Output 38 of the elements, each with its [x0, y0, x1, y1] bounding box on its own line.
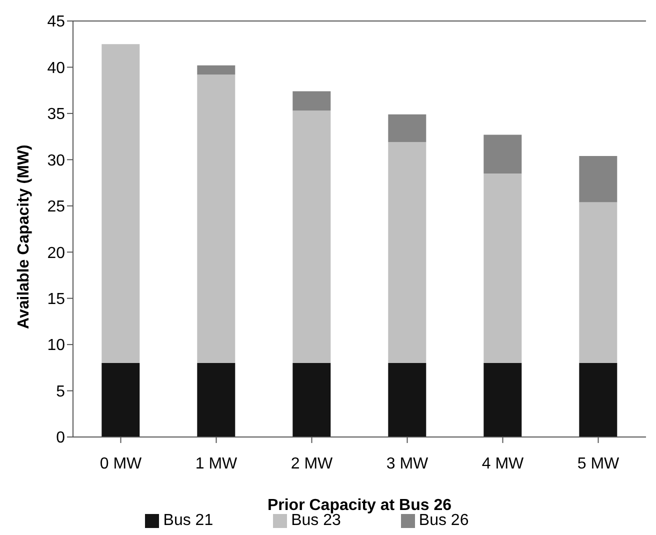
- bar: [484, 174, 522, 364]
- bar: [197, 65, 236, 75]
- bar: [579, 202, 618, 364]
- bar: [388, 363, 426, 437]
- bar: [484, 363, 522, 437]
- x-tick-label: 1 MW: [195, 455, 238, 472]
- x-tick-label: 5 MW: [577, 455, 620, 472]
- bar: [102, 363, 140, 437]
- bar: [579, 156, 618, 202]
- y-tick-label: 20: [47, 244, 66, 262]
- x-tick-label: 2 MW: [290, 455, 334, 472]
- y-tick-label: 0: [56, 430, 66, 447]
- y-tick-label: 15: [47, 291, 66, 308]
- y-tick-label: 45: [47, 14, 66, 31]
- bar: [292, 363, 331, 437]
- bar: [102, 44, 140, 364]
- legend-label: Bus 26: [418, 512, 469, 529]
- bar: [388, 142, 426, 364]
- bar: [292, 110, 331, 364]
- x-tick-label: 4 MW: [482, 455, 525, 472]
- bar: [388, 114, 426, 142]
- bar: [197, 363, 236, 437]
- bar: [197, 74, 236, 364]
- y-tick-label: 10: [47, 337, 66, 354]
- y-tick-label: 30: [47, 152, 66, 170]
- legend-label: Bus 23: [291, 512, 341, 529]
- x-axis-title: Prior Capacity at Bus 26: [267, 497, 452, 514]
- bar: [484, 134, 522, 174]
- y-axis-title: Available Capacity (MW): [16, 144, 33, 329]
- bar: [579, 363, 618, 437]
- y-tick-label: 35: [47, 106, 66, 124]
- x-tick-label: 3 MW: [386, 455, 430, 472]
- y-tick-label: 40: [47, 60, 66, 77]
- legend-label: Bus 21: [163, 512, 214, 529]
- x-tick-label: 0 MW: [100, 455, 143, 472]
- y-tick-label: 5: [56, 383, 66, 400]
- bar: [292, 91, 331, 111]
- y-tick-label: 25: [47, 198, 66, 216]
